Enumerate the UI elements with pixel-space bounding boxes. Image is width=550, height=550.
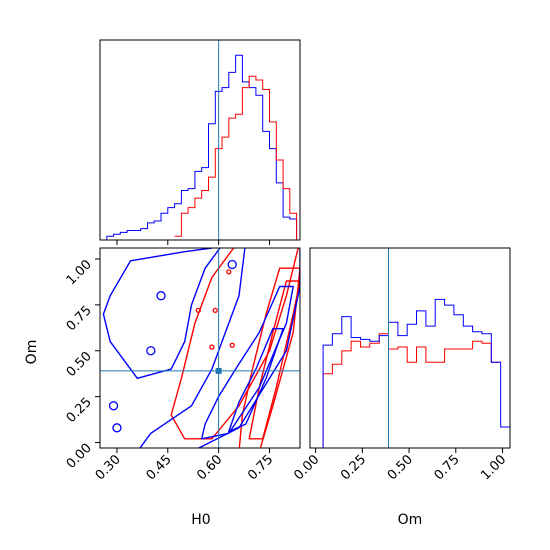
joint-h0-xtick-label: 0.45: [144, 452, 175, 483]
joint-om-ytick-label: 0.75: [64, 303, 95, 334]
joint-contour-blue-4: [102, 248, 221, 379]
om-y-axis-label: Om: [24, 340, 40, 365]
om-hist-series-2: [313, 298, 510, 448]
joint-blue-island-5: [227, 259, 237, 270]
joint-h0-xtick-label: 0.30: [93, 452, 124, 483]
h0-marginal-panel: [99, 39, 301, 245]
joint-red-island-4: [212, 307, 218, 314]
joint-truth-marker: [215, 367, 222, 374]
om-marginal-xtick-label: 1.00: [478, 452, 509, 483]
joint-blue-island-2: [112, 423, 122, 433]
om-plot-area: [313, 248, 510, 448]
joint-blue-island-1: [108, 401, 119, 411]
joint-contour-blue-2: [201, 285, 294, 440]
joint-om-ytick-label: 0.50: [64, 349, 95, 380]
om-hist-series-1: [313, 333, 501, 448]
om-x-axis-label: Om: [398, 512, 423, 528]
om-marginal-frame: [309, 247, 511, 449]
h0-marginal-frame: [99, 39, 301, 241]
om-marginal-xtick-label: 0.50: [385, 452, 416, 483]
joint-red-island-5: [226, 269, 232, 275]
h0-hist-series-2: [174, 75, 300, 240]
om-marginal-xtick-label: 0.25: [338, 452, 369, 483]
joint-contour-red-2: [238, 267, 300, 448]
joint-contour-red-3: [248, 280, 300, 440]
joint-red-island-2: [209, 344, 215, 350]
joint-frame: [99, 247, 301, 449]
joint-contour-red-1: [170, 248, 299, 440]
joint-red-island-1: [195, 307, 201, 314]
joint-blue-island-4: [146, 346, 156, 356]
joint-plot-area: [100, 248, 300, 448]
h0-hist-series-1: [100, 54, 300, 240]
joint-om-ytick-label: 0.00: [64, 441, 95, 472]
joint-contour-blue-3: [228, 328, 284, 433]
joint-red-island-3: [229, 342, 235, 348]
joint-h0-xtick-label: 0.75: [245, 452, 276, 483]
joint-om-ytick-label: 0.25: [64, 395, 95, 426]
h0-plot-area: [100, 40, 300, 240]
om-marginal-xtick-label: 0.75: [432, 452, 463, 483]
om-marginal-panel: 0.00 0.25 0.50 0.75 1.00: [291, 247, 511, 483]
h0-om-joint-panel: 0.30 0.45 0.60 0.75 0.00 0.25 0.50 0.75 1.00: [64, 247, 301, 483]
om-marginal-xtick-label: 0.00: [291, 452, 322, 483]
joint-om-ytick-label: 1.00: [64, 257, 95, 288]
joint-blue-island-3: [156, 291, 166, 301]
joint-h0-xtick-label: 0.60: [194, 452, 225, 483]
h0-axis-label: H0: [191, 512, 210, 528]
